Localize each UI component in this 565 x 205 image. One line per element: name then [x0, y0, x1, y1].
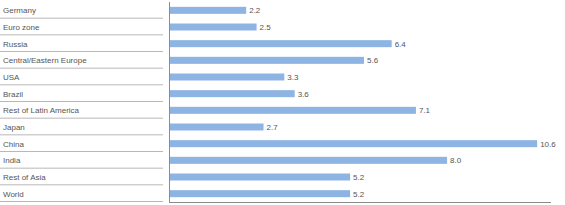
bar — [170, 124, 264, 131]
category-label: Central/Eastern Europe — [3, 56, 87, 65]
data-label: 10.6 — [540, 140, 556, 149]
row-separator — [0, 101, 163, 102]
bar — [170, 140, 537, 147]
data-label: 5.2 — [353, 190, 365, 199]
data-label: 2.2 — [249, 6, 261, 15]
data-label: 6.4 — [395, 40, 407, 49]
category-label: Japan — [3, 123, 25, 132]
row-separator — [0, 51, 163, 52]
bars — [170, 7, 537, 197]
row-separator — [0, 184, 163, 185]
row-separator — [0, 84, 163, 85]
data-label: 5.2 — [353, 173, 365, 182]
chart-container: Germany 2.2 Euro zone 2.5 Russia 6.4 Central/E… — [0, 0, 565, 205]
category-label: USA — [3, 73, 20, 82]
row-separator — [0, 201, 163, 202]
x-axis-line — [170, 202, 551, 203]
row-separator — [0, 118, 163, 119]
bar — [170, 24, 257, 31]
row-separator — [0, 168, 163, 169]
y-axis-line — [169, 2, 170, 203]
category-label: Germany — [3, 6, 36, 15]
category-label: Russia — [3, 40, 28, 49]
row-separator — [0, 151, 163, 152]
data-label: 2.5 — [260, 23, 272, 32]
data-label: 5.6 — [367, 56, 379, 65]
data-label: 2.7 — [267, 123, 279, 132]
bar — [170, 90, 295, 97]
row-separator — [0, 134, 163, 135]
bar — [170, 7, 246, 14]
bar — [170, 174, 350, 181]
row-separator — [0, 34, 163, 35]
row-separator — [0, 18, 163, 19]
bar — [170, 40, 392, 47]
data-label: 7.1 — [419, 106, 431, 115]
bar — [170, 74, 284, 81]
category-label: Rest of Asia — [3, 173, 46, 182]
category-label: India — [3, 156, 21, 165]
bar — [170, 57, 364, 64]
category-label: World — [3, 190, 24, 199]
category-label: Rest of Latin America — [3, 106, 80, 115]
bar — [170, 190, 350, 197]
bar — [170, 107, 416, 114]
bar — [170, 157, 447, 164]
data-label: 8.0 — [450, 156, 462, 165]
data-label: 3.3 — [287, 73, 299, 82]
category-label: Brazil — [3, 90, 23, 99]
category-label: Euro zone — [3, 23, 40, 32]
data-label: 3.6 — [298, 90, 310, 99]
chart-svg: Germany 2.2 Euro zone 2.5 Russia 6.4 Central/E… — [0, 0, 565, 205]
row-separator — [0, 68, 163, 69]
category-label: China — [3, 140, 24, 149]
